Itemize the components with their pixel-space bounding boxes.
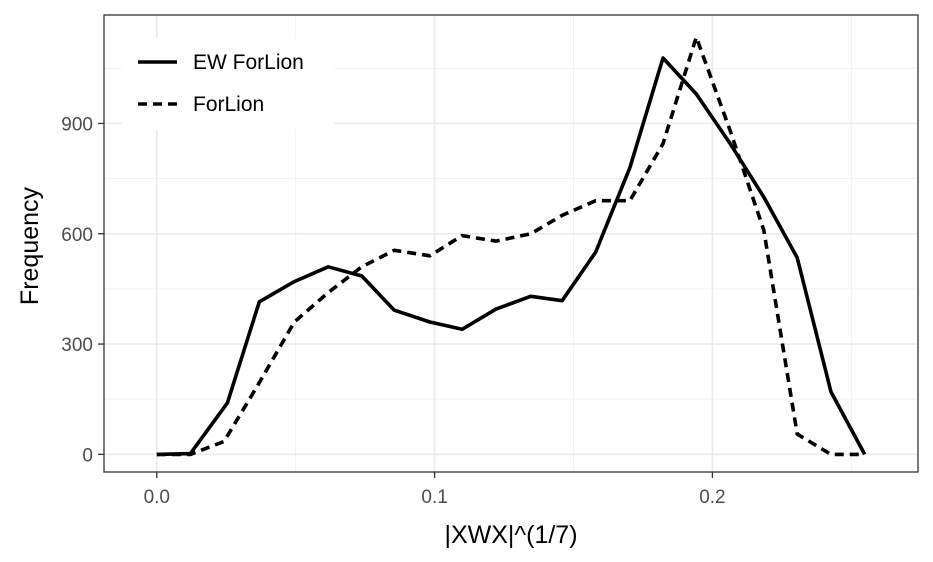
legend-label-ew-forlion: EW ForLion bbox=[193, 51, 304, 74]
legend-label-forlion: ForLion bbox=[193, 93, 264, 116]
tick-labels: 0.0 0.1 0.2 0 300 600 900 bbox=[61, 114, 725, 508]
y-tick-label: 600 bbox=[61, 225, 93, 246]
axis-ticks bbox=[98, 122, 714, 478]
panel-border bbox=[103, 14, 919, 473]
y-tick-label: 0 bbox=[82, 445, 93, 466]
x-axis-title: |XWX|^(1/7) bbox=[444, 521, 577, 549]
series-line-ew-forlion bbox=[156, 56, 867, 457]
y-tick-label: 900 bbox=[61, 114, 93, 135]
legend: EW ForLion ForLion bbox=[122, 38, 334, 130]
y-tick-label: 300 bbox=[61, 335, 93, 356]
x-tick-label: 0.1 bbox=[421, 487, 447, 508]
series-line-forlion bbox=[156, 35, 865, 457]
x-tick-label: 0.0 bbox=[144, 487, 170, 508]
series-layer bbox=[156, 35, 867, 457]
y-axis-title: Frequency bbox=[16, 186, 44, 305]
x-tick-label: 0.2 bbox=[699, 487, 725, 508]
legend-background bbox=[122, 38, 334, 130]
